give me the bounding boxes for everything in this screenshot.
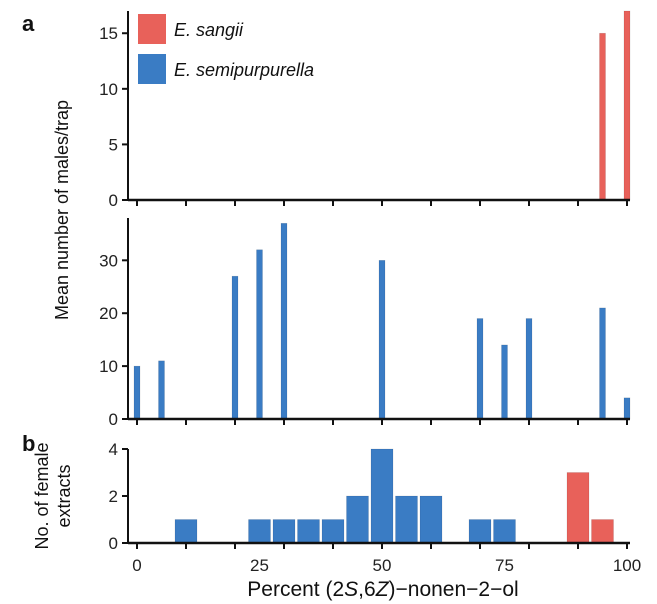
x-axis-label: Percent (2S,6Z)−nonen−2−ol (247, 578, 518, 601)
x-tick-label-b: 25 (250, 556, 269, 575)
y-tick-label-a-bottom: 0 (109, 410, 118, 429)
bar-b (395, 495, 418, 544)
bar-b (419, 495, 443, 544)
bar-a-bottom (231, 275, 239, 420)
bar-a-bottom (133, 365, 141, 420)
bar-b (493, 519, 516, 544)
y-tick-label-a-top: 15 (99, 24, 118, 43)
legend-label-semipurpurella: E. semipurpurella (174, 60, 314, 80)
x-tick-label-b: 0 (132, 556, 141, 575)
bar-a-bottom (158, 360, 165, 420)
x-tick-label-b: 75 (495, 556, 514, 575)
bar-b (272, 519, 296, 544)
y-tick-label-a-top: 5 (109, 135, 118, 154)
y-tick-label-a-top: 10 (99, 80, 118, 99)
bar-a-bottom (501, 344, 508, 420)
x-tick-label-b: 100 (613, 556, 641, 575)
y-tick-label-b: 4 (109, 440, 118, 459)
y-tick-label-a-top: 0 (109, 191, 118, 210)
bar-b (346, 495, 369, 544)
bar-a-bottom (256, 249, 263, 420)
legend-swatch-semipurpurella (138, 54, 166, 84)
bar-a-bottom (280, 222, 288, 420)
bar-b (297, 519, 320, 544)
bar-b (468, 519, 492, 544)
plot-area: 0 5 10 15 0 10 20 30 0 2 4 0 25 50 75 100 (99, 10, 641, 575)
legend-swatch-sangii (138, 14, 166, 44)
y-axis-label-b-line2: extracts (54, 464, 74, 527)
bar-a-top (623, 10, 631, 201)
legend-label-sangii: E. sangii (174, 20, 244, 40)
x-tick-label-b: 50 (373, 556, 392, 575)
y-tick-label-a-bottom: 30 (99, 251, 118, 270)
bar-b (321, 519, 345, 544)
bar-a-top (599, 32, 606, 201)
y-tick-label-a-bottom: 20 (99, 304, 118, 323)
bar-b (248, 519, 271, 544)
y-tick-label-b: 0 (109, 534, 118, 553)
legend: E. sangii E. semipurpurella (138, 14, 314, 84)
bar-a-bottom (525, 318, 533, 420)
bar-b (174, 519, 198, 544)
y-axis-label-b-line1: No. of female (32, 442, 52, 549)
bar-a-bottom (599, 307, 606, 420)
bar-a-bottom (378, 260, 386, 420)
bar-b (591, 519, 614, 544)
bar-a-bottom (476, 318, 484, 420)
bar-a-bottom (623, 397, 631, 420)
panel-letter-b: b (22, 431, 35, 456)
bar-b (566, 472, 590, 544)
y-axis-label-a: Mean number of males/trap (52, 100, 72, 320)
bar-b (370, 448, 394, 544)
y-tick-label-a-bottom: 10 (99, 357, 118, 376)
y-tick-label-b: 2 (109, 487, 118, 506)
panel-letter-a: a (22, 11, 35, 36)
